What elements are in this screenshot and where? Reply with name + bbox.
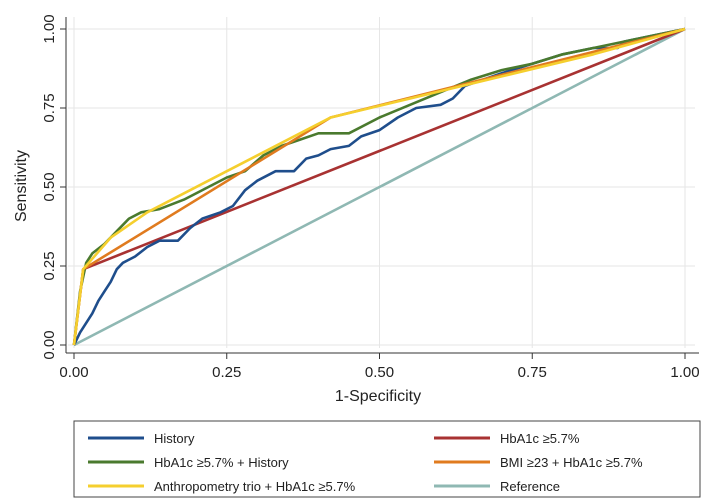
legend-label-1: HbA1c ≥5.7% [500,431,580,446]
y-tick-label: 0.75 [41,93,58,122]
tick-labels: 0.000.00 0.25 0.25 0.50 0.50 0.75 0.75 1.00 1.00 [41,14,700,381]
legend-label-3: BMI ≥23 + HbA1c ≥5.7% [500,455,643,470]
x-tick-label: 0.75 [518,364,547,381]
y-axis-title: Sensitivity [13,150,30,222]
legend-label-2: HbA1c ≥5.7% + History [154,455,289,470]
legend-label-0: History [154,431,195,446]
legend-label-4: Anthropometry trio + HbA1c ≥5.7% [154,479,356,494]
axes [60,17,699,359]
y-tick-label: 0.50 [41,172,58,201]
x-tick-label: 0.50 [365,364,394,381]
y-tick-label: 1.00 [41,14,58,43]
y-tick-label: 0.25 [41,251,58,280]
legend-label-5: Reference [500,479,560,494]
x-tick-label: 1.00 [670,364,699,381]
legend-box [73,420,701,498]
series-layer [72,27,686,347]
y-tick-label: 0.00 [41,330,58,359]
series-line-5 [73,27,686,347]
series-line-4 [72,27,686,346]
x-tick-label: 0.25 [212,364,241,381]
legend: History HbA1c ≥5.7% HbA1c ≥5.7% + History B… [73,420,701,498]
series-line-0 [72,27,686,346]
x-axis-title: 1-Specificity [335,388,421,405]
x-tick-label: 0.00 [59,364,88,381]
